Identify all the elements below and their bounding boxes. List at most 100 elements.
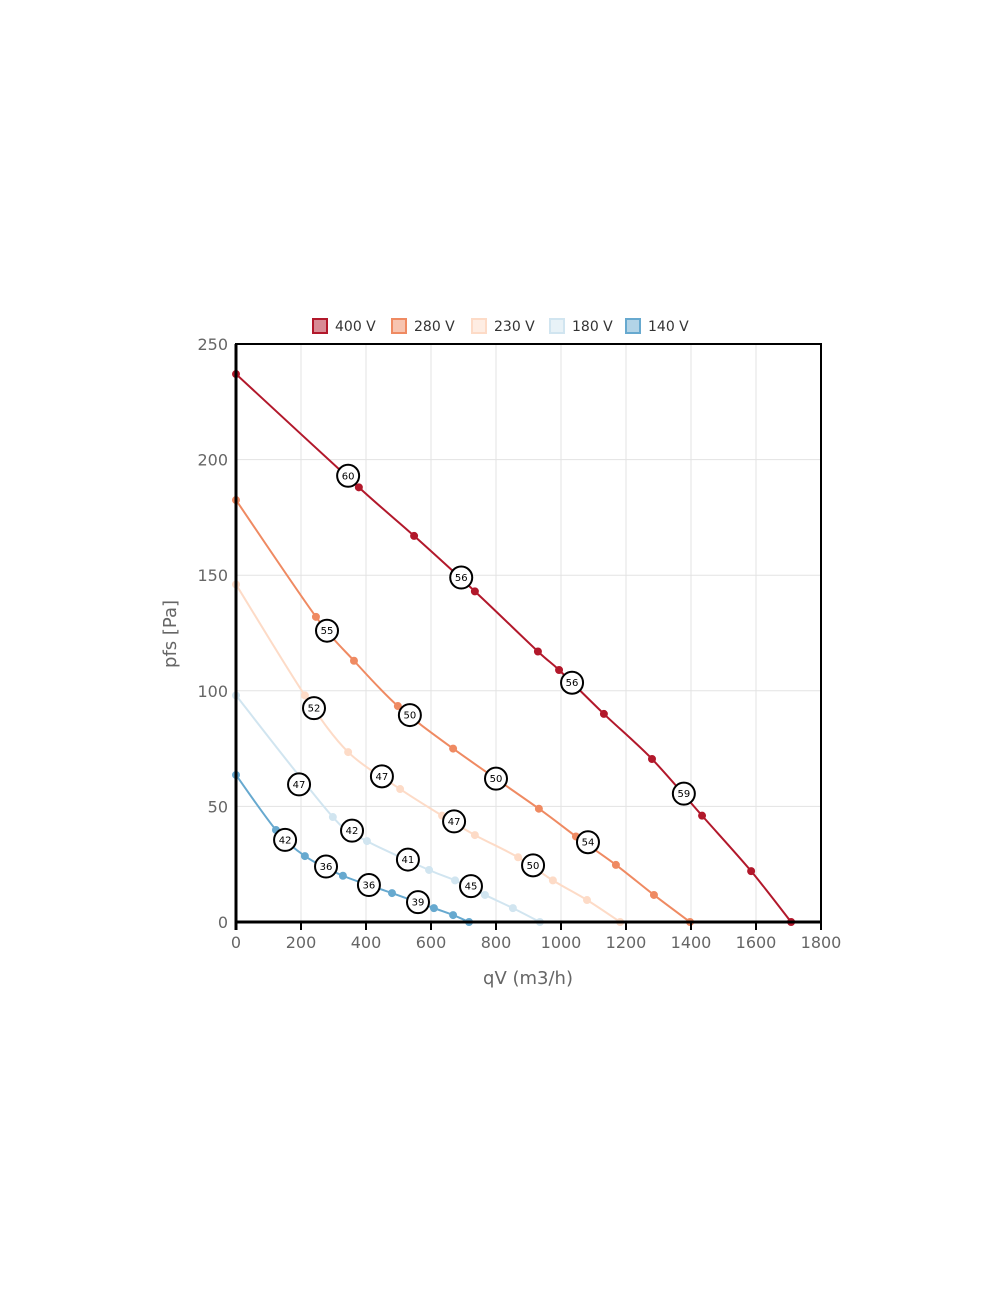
efficiency-label-180v: 47	[287, 772, 312, 797]
data-point-230v	[396, 785, 405, 794]
label-circle	[406, 890, 430, 915]
y-tick-label: 0	[218, 913, 228, 932]
label-circle	[273, 827, 298, 852]
efficiency-label-140v: 39	[406, 890, 430, 915]
efficiency-label-230v: 47	[369, 764, 394, 789]
legend-swatch	[549, 318, 565, 334]
y-tick-label: 150	[197, 566, 228, 585]
label-text: 50	[490, 774, 503, 785]
label-circle	[356, 873, 381, 898]
series-line-400v	[235, 373, 792, 923]
legend-swatch	[471, 318, 487, 334]
data-point-400v	[470, 587, 479, 596]
label-circle	[449, 565, 474, 590]
label-circle	[395, 847, 420, 872]
series-line-140v	[235, 774, 470, 923]
data-point-230v	[514, 853, 523, 862]
data-point-230v	[300, 691, 309, 700]
label-text: 47	[376, 772, 389, 783]
data-point-280v	[649, 890, 658, 899]
x-axis-label: qV (m3/h)	[483, 968, 573, 989]
data-point-180v	[425, 865, 434, 874]
data-point-280v	[349, 656, 358, 665]
series-line-180v	[235, 694, 541, 923]
data-point-180v	[480, 890, 489, 899]
x-tick-label: 1000	[541, 933, 582, 952]
y-tick-label: 200	[197, 451, 228, 470]
efficiency-label-280v: 50	[397, 703, 422, 728]
label-text: 47	[448, 817, 461, 828]
efficiency-label-230v: 50	[521, 853, 546, 878]
legend-item-180v[interactable]: 180 V	[549, 318, 613, 335]
y-axis-label: pfs [Pa]	[160, 600, 181, 668]
label-circle	[521, 853, 546, 878]
data-point-140v	[300, 852, 309, 861]
label-text: 55	[321, 626, 334, 637]
data-point-280v	[311, 612, 320, 621]
legend-label: 180 V	[572, 319, 613, 335]
data-point-400v	[599, 709, 608, 718]
legend-item-400v[interactable]: 400 V	[312, 318, 376, 335]
efficiency-label-140v: 42	[273, 827, 298, 852]
legend-item-280v[interactable]: 280 V	[391, 318, 455, 335]
data-point-400v	[648, 755, 656, 764]
legend-swatch	[391, 318, 407, 334]
label-circle	[575, 830, 600, 855]
data-point-280v	[534, 804, 543, 813]
data-point-180v	[508, 904, 517, 913]
label-text: 54	[582, 838, 595, 849]
label-text: 42	[346, 826, 359, 837]
label-text: 60	[342, 471, 355, 482]
data-point-230v	[583, 896, 591, 905]
x-tick-label: 1600	[736, 933, 777, 952]
label-circle	[315, 618, 339, 643]
label-circle	[302, 696, 326, 721]
x-tick-label: 0	[231, 933, 241, 952]
efficiency-label-180v: 45	[458, 874, 483, 899]
legend-item-230v[interactable]: 230 V	[471, 318, 535, 335]
data-point-230v	[548, 876, 557, 885]
data-point-140v	[429, 904, 438, 913]
x-tick-label: 800	[481, 933, 512, 952]
efficiency-label-400v: 56	[449, 565, 474, 590]
legend[interactable]: 400 V 280 V 230 V 180 V 140 V	[312, 318, 689, 335]
efficiency-label-180v: 42	[340, 818, 365, 843]
x-tick-label: 1800	[801, 933, 842, 952]
data-point-230v	[470, 831, 479, 840]
data-point-180v	[362, 837, 371, 846]
data-point-400v	[410, 531, 419, 540]
label-text: 42	[279, 835, 292, 846]
legend-label: 400 V	[335, 319, 376, 335]
y-tick-label: 250	[197, 335, 228, 354]
x-tick-label: 600	[416, 933, 447, 952]
label-circle	[397, 703, 422, 728]
legend-label: 140 V	[648, 319, 689, 335]
label-text: 50	[404, 711, 417, 722]
label-circle	[369, 764, 394, 789]
label-circle	[314, 854, 339, 879]
x-tick-label: 200	[286, 933, 317, 952]
efficiency-label-280v: 55	[315, 618, 339, 643]
label-circle	[484, 766, 508, 791]
series-layer: 60 56 56 59 55 50 50 54 52 47 47 50 47 42 41 45 42 36 36 39	[232, 370, 796, 926]
legend-item-140v[interactable]: 140 V	[625, 318, 689, 335]
legend-swatch	[312, 318, 328, 334]
label-circle	[442, 809, 467, 834]
label-text: 56	[566, 678, 579, 689]
efficiency-label-140v: 36	[314, 854, 339, 879]
label-text: 50	[527, 861, 540, 872]
label-circle	[671, 781, 696, 806]
data-point-280v	[393, 702, 402, 711]
efficiency-label-400v: 60	[336, 463, 361, 488]
label-circle	[340, 818, 365, 843]
efficiency-label-280v: 50	[484, 766, 508, 791]
label-text: 36	[363, 881, 376, 892]
axes: 0 200 400 600 800 1000 1200 1400 1600 1800 0 50 100 1…	[197, 335, 841, 952]
x-tick-label: 400	[351, 933, 382, 952]
legend-label: 280 V	[414, 319, 455, 335]
label-text: 41	[402, 855, 415, 866]
data-point-400v	[747, 867, 756, 876]
efficiency-label-140v: 36	[356, 873, 381, 898]
data-point-230v	[344, 748, 353, 757]
efficiency-label-230v: 52	[302, 696, 326, 721]
